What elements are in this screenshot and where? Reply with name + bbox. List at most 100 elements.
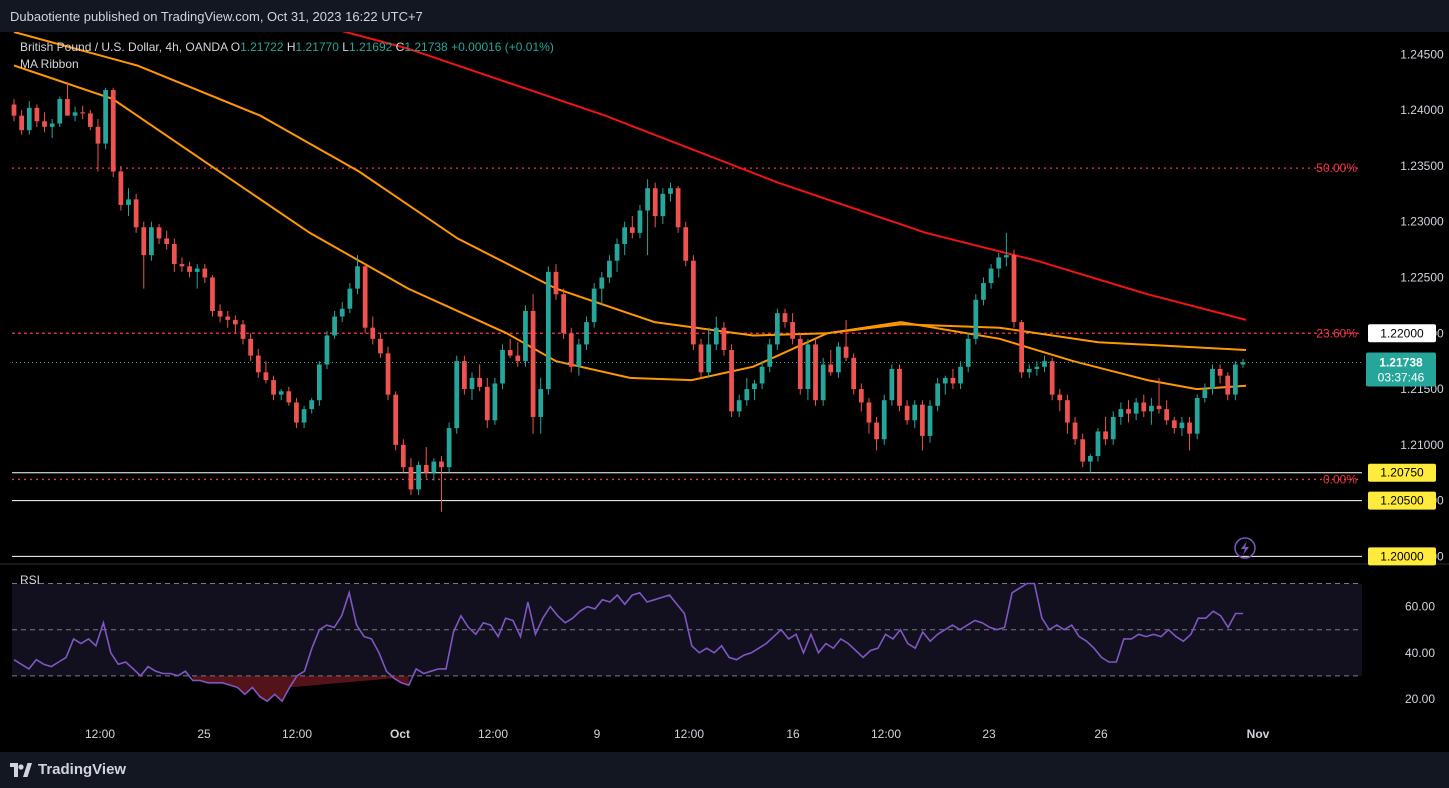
candle-body [607, 260, 612, 278]
alert-lightning-icon [1234, 537, 1256, 559]
candle-body [416, 464, 421, 490]
price-axis[interactable]: 1.245001.240001.235001.230001.225001.220… [1400, 47, 1444, 563]
candle-body [324, 335, 330, 365]
candle-body [469, 377, 475, 390]
candle-body [339, 308, 345, 317]
candle-body [49, 123, 55, 127]
candle-body [423, 464, 429, 473]
candle-body [72, 112, 78, 116]
candle-body [110, 90, 116, 172]
candle-body [316, 364, 322, 401]
candle-body [65, 98, 70, 116]
tradingview-brand[interactable]: TradingView [10, 761, 126, 778]
price-pane-background [0, 32, 1364, 562]
symbol-title: British Pound / U.S. Dollar, 4h, OANDA [20, 40, 228, 54]
price-pane[interactable] [0, 32, 1449, 565]
candle-body [1003, 255, 1009, 258]
candle-body [210, 277, 215, 311]
candle-body [912, 404, 918, 421]
time-tick-label: 12:00 [85, 727, 115, 741]
candle-body [797, 338, 803, 390]
candle-body [652, 188, 658, 217]
candle-body [545, 271, 551, 390]
rsi-tick-label: 60.00 [1405, 600, 1435, 614]
candle-body [782, 313, 788, 323]
candle-countdown: 03:37:46 [1378, 370, 1425, 384]
candle-body [347, 288, 353, 309]
rsi-pane[interactable]: 60.00 40.00 20.00 [12, 582, 1435, 706]
candle-body [729, 350, 734, 412]
candle-body [278, 391, 284, 395]
footer-bar: TradingView [0, 752, 1449, 788]
candle-body [950, 377, 956, 384]
candle-body [515, 355, 521, 362]
candle-body [1194, 397, 1200, 434]
price-tick-label: 1.23000 [1400, 215, 1444, 229]
candle-body [171, 244, 177, 265]
candle-body [881, 400, 887, 440]
candle-body [1233, 364, 1238, 395]
candle-body [286, 391, 292, 403]
candle-body [484, 386, 490, 421]
time-axis[interactable]: 12:00 25 12:00 Oct 12:00 9 12:00 16 12:00 23 26 Nov [85, 727, 1270, 741]
candle-body [576, 344, 582, 367]
price-tick-label: 1.24500 [1400, 47, 1444, 61]
candle-body [866, 402, 872, 423]
candle-body [1065, 400, 1070, 423]
time-tick-label: 12:00 [478, 727, 508, 741]
price-tick-label: 1.23500 [1400, 159, 1444, 173]
candle-body [492, 383, 498, 421]
candle-body [660, 193, 666, 217]
candle-body [301, 409, 307, 423]
time-tick-label: 12:00 [871, 727, 901, 741]
candle-body [767, 344, 773, 367]
candle-body [538, 389, 544, 417]
ma-line [341, 32, 1247, 321]
candle-body [530, 310, 536, 417]
rsi-tick-label: 40.00 [1405, 646, 1435, 660]
candle-body [400, 444, 406, 468]
close-label: C [395, 40, 405, 54]
tradingview-wordmark: TradingView [38, 761, 127, 778]
candle-body [1087, 456, 1093, 462]
level-price-tag [1368, 463, 1436, 482]
candle-body [1225, 375, 1231, 395]
indicator-ma-ribbon-label[interactable]: MA Ribbon [20, 57, 79, 71]
symbol-legend: British Pound / U.S. Dollar, 4h, OANDA O… [20, 39, 554, 56]
candle-body [179, 264, 185, 267]
close-value: 1.21738 [404, 40, 448, 54]
candle-body [981, 283, 986, 300]
candle-body [927, 405, 933, 436]
candle-body [622, 227, 628, 244]
candle-body [431, 461, 437, 473]
candle-body [935, 383, 941, 406]
candle-body [355, 266, 360, 289]
candle-body [378, 338, 383, 354]
candle-body [149, 227, 154, 256]
candle-body [294, 402, 299, 423]
candle-body [698, 344, 704, 373]
candle-body [965, 338, 971, 367]
candle-body [920, 404, 925, 436]
time-tick-label: 9 [594, 727, 601, 741]
fib-label: 50.00% [1316, 161, 1357, 175]
candle-body [1011, 255, 1017, 323]
candle-body [1103, 431, 1108, 440]
tradingview-logo-icon [10, 762, 32, 777]
candle-body [996, 257, 1002, 269]
ma-line [13, 64, 1247, 391]
candle-body [1179, 422, 1185, 429]
candle-body [988, 268, 994, 284]
time-tick-label: 25 [197, 727, 211, 741]
candle-body [42, 121, 47, 127]
candle-body [156, 227, 162, 239]
indicator-rsi-label[interactable]: RSI [20, 573, 41, 587]
candle-body [133, 199, 139, 228]
open-label: O [230, 40, 241, 54]
chart-canvas[interactable]: 50.00% 23.60% 0.00% 1.24500 1.24000 1.23500 1… [0, 32, 1449, 752]
candle-body [1118, 409, 1124, 417]
candle-body [126, 199, 131, 205]
candle-body [1049, 361, 1055, 395]
candle-body [942, 377, 948, 384]
candle-body [1034, 366, 1040, 369]
